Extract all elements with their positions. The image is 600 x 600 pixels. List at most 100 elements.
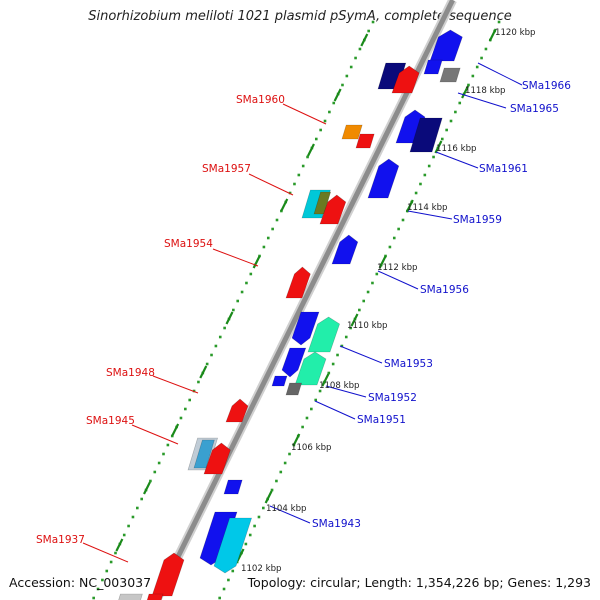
dotted-guide-right [349, 326, 352, 330]
dotted-guide-right [392, 236, 396, 240]
dotted-guide-right [427, 164, 431, 168]
tick-mark [199, 365, 208, 379]
map-title: Sinorhizobium meliloti 1021 plasmid pSym… [88, 9, 512, 24]
leader-line [131, 424, 179, 445]
gene-label-left: SMa1957 [202, 163, 251, 175]
dotted-guide-right [358, 308, 361, 312]
dotted-guide-left [210, 353, 213, 357]
tick-mark [292, 433, 301, 447]
dotted-guide-left [354, 56, 357, 60]
gene-block [146, 593, 164, 600]
dotted-guide-left [323, 119, 327, 123]
dotted-guide-right [467, 83, 470, 87]
label-leaders [82, 62, 523, 563]
tick-mark [171, 423, 180, 437]
dotted-guide-left [236, 299, 240, 303]
dotted-guide-right [366, 290, 370, 294]
gene-block [423, 59, 443, 75]
tick-mark [280, 198, 289, 212]
dotted-guide-right [371, 281, 374, 285]
kbp-tick-label: 1108 kbp [319, 381, 360, 391]
dotted-guide-right [257, 515, 261, 519]
gene-block [271, 375, 288, 387]
topology-text: Topology: circular; Length: 1,354,226 bp… [247, 575, 591, 590]
leader-line [248, 173, 294, 196]
gene-block [391, 65, 420, 94]
dotted-guide-right [445, 128, 448, 132]
gene-label-left: SMa1960 [236, 94, 285, 106]
tick-mark [115, 538, 124, 552]
dotted-guide-left [153, 470, 157, 474]
tick-mark [306, 143, 315, 157]
dotted-guide-left [214, 344, 218, 348]
gene-block [409, 117, 443, 153]
gene-label-left: SMa1948 [106, 367, 155, 379]
backbone-track [152, 0, 457, 600]
tick-mark [378, 255, 387, 269]
dotted-guide-right [283, 461, 287, 465]
gene-block [429, 29, 463, 62]
kbp-tick-label: 1112 kbp [377, 263, 418, 273]
dotted-guide-left [367, 29, 370, 33]
leader-line [477, 62, 523, 86]
dotted-guide-right [419, 182, 422, 186]
leader-line [377, 270, 419, 290]
dotted-guide-left [328, 110, 331, 114]
dotted-guide-left [197, 380, 200, 384]
dotted-guide-left [301, 164, 305, 168]
dotted-guide-left [341, 83, 344, 87]
dotted-guide-left [149, 479, 152, 483]
dotted-guide-left [232, 308, 235, 312]
dotted-guide-left [114, 551, 117, 555]
dotted-guide-left [179, 416, 183, 420]
dotted-guide-left [122, 533, 126, 537]
dotted-guide-right [440, 137, 444, 141]
gene-label-right: SMa1956 [420, 284, 469, 296]
tick-mark [434, 140, 443, 154]
dotted-guide-right [279, 470, 283, 474]
backbone-line [154, 0, 455, 600]
dotted-guide-left [166, 443, 170, 447]
gene-label-left: SMa1937 [36, 534, 85, 546]
dotted-guide-left [332, 101, 336, 105]
kbp-tick-label: 1104 kbp [266, 504, 307, 514]
dotted-guide-right [414, 191, 418, 195]
dotted-guide-right [480, 56, 483, 60]
dotted-guide-left [105, 569, 109, 573]
kbp-tick-label: 1110 kbp [347, 321, 388, 331]
gene-block [307, 316, 340, 353]
dotted-guide-right [318, 389, 322, 393]
leader-line [314, 400, 356, 420]
gene-labels: 1120 kbp 1118 kbp 1116 kbp 1114 kbp 1112 kbp… [36, 28, 571, 574]
kbp-tick-label: 1102 kbp [241, 564, 282, 574]
dotted-guide-left [297, 173, 301, 177]
tick-mark [488, 28, 497, 42]
dotted-guide-right [423, 173, 427, 177]
dotted-guide-left [349, 65, 353, 69]
dotted-guide-right [401, 218, 405, 222]
dotted-guide-right [231, 569, 235, 573]
gene-block [331, 234, 359, 265]
leader-line [457, 92, 507, 109]
tick-mark [461, 85, 470, 99]
dotted-guide-right [227, 578, 230, 582]
dotted-guide-right [222, 587, 226, 591]
gene-label-right: SMa1951 [357, 414, 406, 426]
dotted-guide-right [475, 65, 479, 69]
dotted-guide-right [327, 371, 331, 375]
gene-label-right: SMa1966 [522, 80, 571, 92]
dotted-guide-left [314, 137, 318, 141]
gene-block [291, 311, 320, 346]
kbp-tick-label: 1116 kbp [436, 144, 477, 154]
tick-mark [264, 490, 273, 504]
leader-line [407, 210, 453, 220]
gene-block [285, 382, 303, 396]
dotted-guide-left [245, 281, 248, 285]
dotted-guide-right [310, 407, 313, 411]
dotted-guide-right [344, 335, 348, 339]
tick-mark [143, 481, 152, 495]
leader-line [325, 385, 367, 398]
gene-label-left: SMa1945 [86, 415, 135, 427]
gene-block [223, 479, 243, 495]
